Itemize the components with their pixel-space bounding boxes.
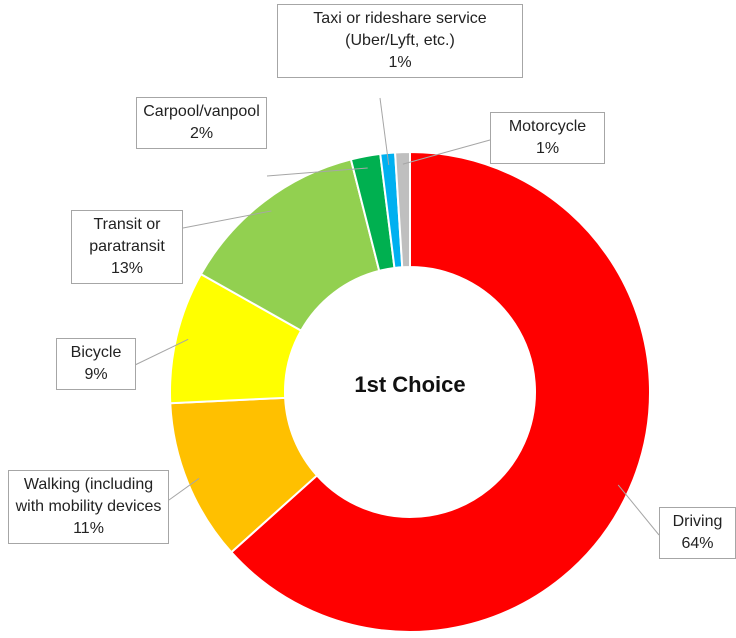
category-label: Carpool/vanpool [143,103,260,120]
value-label: 11% [73,520,104,537]
value-label: 1% [535,140,560,157]
slice [229,150,651,633]
leader-line [134,338,189,366]
slice [199,158,381,332]
callout: Driving 64% [659,507,736,559]
leader-line [402,139,491,165]
callout: Carpool/vanpool 2% [136,97,267,149]
callout: Transit or paratransit 13% [71,210,183,284]
leader-line [168,478,200,501]
leader-line [617,484,660,536]
slice [394,150,411,269]
leader-line [379,97,390,166]
leader-line [182,210,272,229]
category-label: Taxi or rideshare service (Uber/Lyft, et… [313,10,487,49]
category-label: Driving [672,513,723,530]
category-label: Transit or paratransit [89,216,165,255]
callout: Taxi or rideshare service (Uber/Lyft, et… [277,4,523,78]
value-label: 2% [189,125,214,142]
value-label: 9% [84,366,108,383]
value-label: 64% [681,535,714,552]
category-label: Walking (including with mobility devices [15,476,162,515]
leader-line [266,167,368,177]
callout: Bicycle 9% [56,338,136,390]
value-label: 13% [110,260,144,277]
callout: Walking (including with mobility devices… [8,470,169,544]
category-label: Bicycle [70,344,122,361]
callout: Motorcycle 1% [490,112,605,164]
chart-title: 1st Choice [354,372,466,397]
value-label: 1% [388,54,412,71]
category-label: Motorcycle [508,118,587,135]
